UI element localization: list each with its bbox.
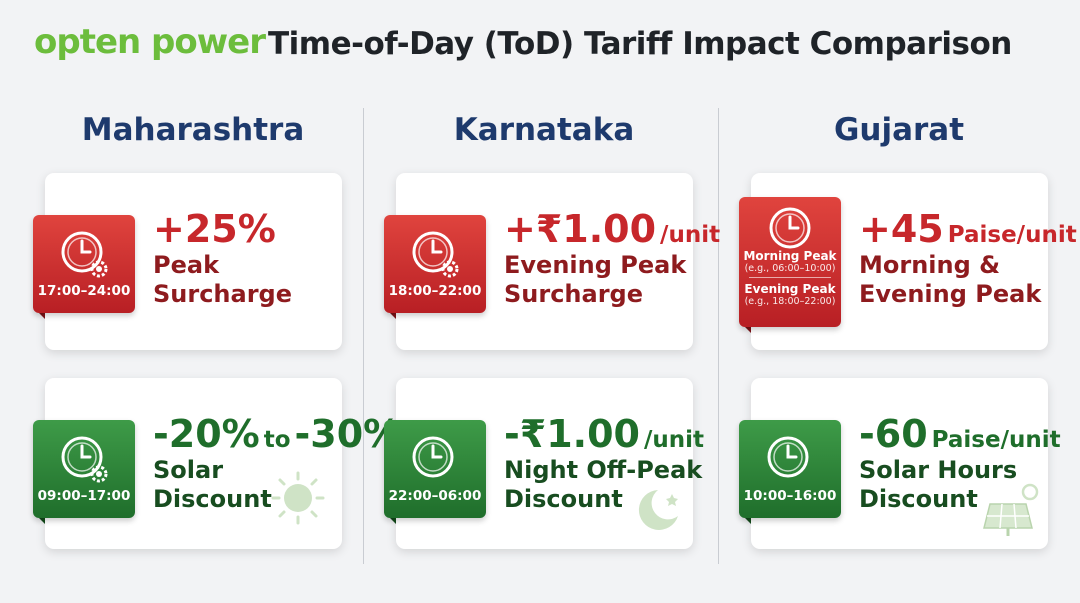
divider [718,108,719,564]
page-title: Time-of-Day (ToD) Tariff Impact Comparis… [268,26,1012,62]
period-name: Morning Peak [743,249,837,263]
card-text: +45 Paise/unit Morning & Evening Peak [859,207,1080,309]
tariff-card: Morning Peak (e.g., 06:00–10:00) Evening P… [739,173,1077,350]
card-label: Evening Peak [504,250,687,279]
card-label: Peak [153,250,220,279]
card-label: Evening Peak [859,280,1042,309]
headline-part: -₹1.00 [504,412,640,456]
headline-part: -20% [153,412,260,456]
headline: -₹1.00/unit [504,412,708,456]
period-name: Evening Peak [744,282,836,296]
card-label: Solar [153,455,224,484]
headline-part: +25% [153,207,276,251]
time-range: 18:00–22:00 [388,283,482,299]
card-text: -₹1.00/unit Night Off-Peak Discount [504,412,708,514]
card-label: Discount [859,485,978,514]
clock-icon [767,436,809,478]
clock-icon [412,231,459,278]
time-range: 10:00–16:00 [743,488,837,504]
period-example: (e.g., 18:00–22:00) [744,296,836,307]
clock-icon [769,207,811,249]
state-name: Karnataka [453,112,635,148]
time-badge: Morning Peak (e.g., 06:00–10:00) Evening P… [739,197,841,327]
clock-icon [412,436,454,478]
sun-icon [271,471,325,525]
card-label: Discount [504,485,623,514]
headline-part: /unit [660,222,721,248]
logo: opten power [34,22,266,62]
time-badge: 22:00–06:00 [384,420,486,518]
headline-part: /unit [643,427,704,453]
headline-part: Paise/unit [931,427,1061,453]
card-text: +₹1.00/unit Evening Peak Surcharge [504,207,724,309]
card-label: Solar Hours [859,455,1018,484]
headline: +₹1.00/unit [504,207,724,251]
clock-icon [61,231,108,278]
headline-part: -60 [859,412,928,456]
headline-part: to [263,427,291,453]
headline: +45 Paise/unit [859,207,1080,251]
headline: -20% to -30% [153,412,402,456]
headline-part: -30% [294,412,402,456]
divider [363,108,364,564]
tariff-card: 17:00–24:00 +25% Peak Surcharge [33,173,342,350]
time-range: 22:00–06:00 [388,488,482,504]
period-example: (e.g., 06:00–10:00) [744,263,836,274]
headline: -60 Paise/unit [859,412,1065,456]
time-range: 17:00–24:00 [37,283,131,299]
solar-panel-icon [983,483,1039,536]
state-name: Gujarat [833,112,965,148]
card-text: -20% to -30% Solar Discount [153,412,402,514]
time-range: 09:00–17:00 [37,488,131,504]
tariff-card: 18:00–22:00 +₹1.00/unit Evening Peak Surcha… [384,173,720,350]
time-badge: 09:00–17:00 [33,420,135,518]
moon-icon [638,490,678,530]
time-badge: 17:00–24:00 [33,215,135,313]
card-label: Morning & [859,250,1001,279]
clock-icon [61,436,108,483]
card-text: +25% Peak Surcharge [153,207,293,309]
card-text: -60 Paise/unit Solar Hours Discount [859,412,1065,514]
time-badge: 18:00–22:00 [384,215,486,313]
card-label: Surcharge [153,280,293,309]
time-badge: 10:00–16:00 [739,420,841,518]
card-label: Discount [153,485,272,514]
card-label: Night Off-Peak [504,455,703,484]
state-name: Maharashtra [81,112,305,148]
headline-part: +₹1.00 [504,207,657,251]
card-label: Surcharge [504,280,644,309]
tariff-card: 09:00–17:00 -20% to -30% Solar Discount [33,378,401,549]
headline-part: Paise/unit [947,222,1077,248]
headline-part: +45 [859,207,944,251]
badge-separator [749,277,831,278]
headline: +25% [153,207,292,251]
